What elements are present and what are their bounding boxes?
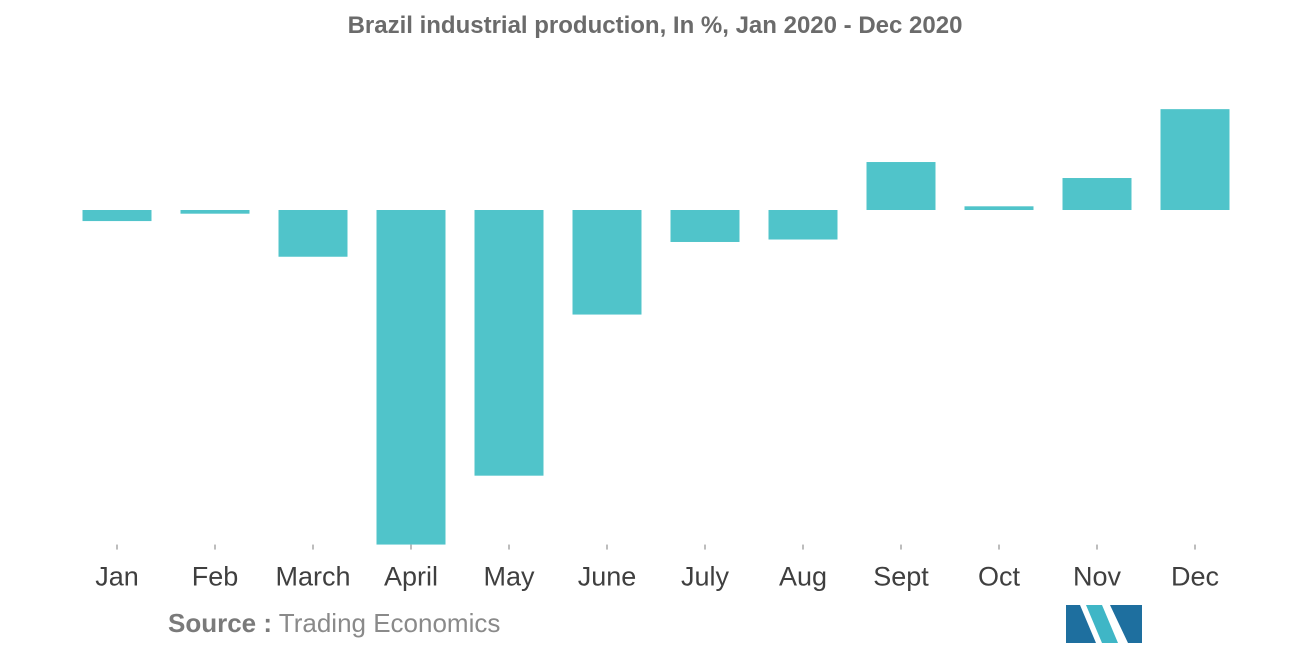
bar-nov: [1062, 178, 1132, 210]
source-note: Source : Trading Economics: [168, 608, 500, 639]
bar-sept: [866, 162, 936, 210]
x-tick-label: Jan: [95, 562, 139, 592]
bar-chart: Jan Feb March April May June July Aug Sept Oct Nov…: [82, 109, 1230, 592]
bar-feb: [180, 210, 250, 214]
bar-aug: [768, 210, 838, 240]
bar-march: [278, 210, 348, 257]
logo-left-shape: [1066, 605, 1096, 643]
bar-may: [474, 210, 544, 476]
x-tick-label: Feb: [192, 562, 239, 592]
x-tick-label: Dec: [1171, 562, 1219, 592]
bar-april: [376, 210, 446, 545]
x-tick-label: June: [578, 562, 637, 592]
x-tick-label: Nov: [1073, 562, 1122, 592]
bar-june: [572, 210, 642, 315]
bar-july: [670, 210, 740, 242]
x-tick-label: Sept: [873, 562, 929, 592]
bar-oct: [964, 206, 1034, 210]
x-tick-label: Aug: [779, 562, 827, 592]
x-tick-label: May: [483, 562, 535, 592]
x-tick-label: March: [275, 562, 350, 592]
bar-dec: [1160, 109, 1230, 210]
x-tick-label: Oct: [978, 562, 1021, 592]
logo-middle-shape: [1086, 605, 1118, 643]
brand-logo-icon: [1066, 605, 1142, 643]
chart-title: Brazil industrial production, In %, Jan …: [347, 12, 963, 39]
x-tick-label: July: [681, 562, 730, 592]
bar-jan: [82, 210, 152, 222]
source-label: Source :: [168, 608, 273, 638]
source-value: Trading Economics: [278, 608, 501, 638]
logo-right-shape: [1110, 605, 1142, 643]
x-tick-label: April: [384, 562, 438, 592]
